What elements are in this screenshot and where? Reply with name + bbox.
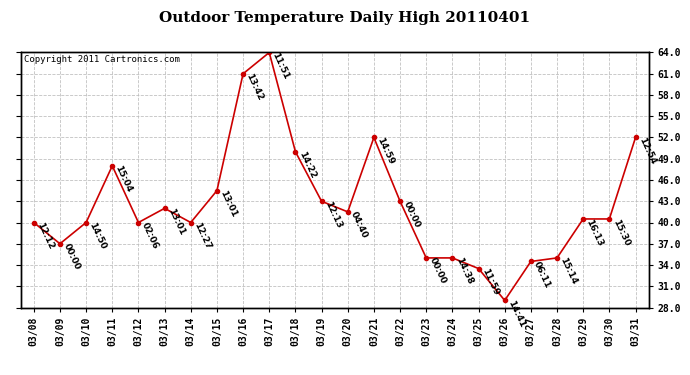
Text: Outdoor Temperature Daily High 20110401: Outdoor Temperature Daily High 20110401 bbox=[159, 11, 531, 25]
Text: 12:54: 12:54 bbox=[637, 136, 657, 166]
Text: 00:00: 00:00 bbox=[402, 200, 422, 229]
Text: 02:06: 02:06 bbox=[140, 221, 160, 251]
Text: 11:59: 11:59 bbox=[480, 267, 500, 297]
Text: 16:13: 16:13 bbox=[584, 217, 605, 248]
Text: 13:01: 13:01 bbox=[218, 189, 239, 219]
Text: 15:04: 15:04 bbox=[114, 165, 134, 194]
Text: 14:59: 14:59 bbox=[375, 136, 395, 166]
Text: 14:50: 14:50 bbox=[88, 221, 108, 251]
Text: 12:13: 12:13 bbox=[323, 200, 343, 230]
Text: 14:22: 14:22 bbox=[297, 150, 317, 180]
Text: 11:51: 11:51 bbox=[270, 51, 291, 81]
Text: 15:14: 15:14 bbox=[558, 256, 579, 286]
Text: 04:40: 04:40 bbox=[349, 210, 369, 240]
Text: 12:12: 12:12 bbox=[35, 221, 55, 251]
Text: 12:27: 12:27 bbox=[192, 221, 213, 251]
Text: 15:30: 15:30 bbox=[611, 217, 631, 247]
Text: 13:42: 13:42 bbox=[244, 72, 265, 102]
Text: 06:11: 06:11 bbox=[532, 260, 553, 290]
Text: 00:00: 00:00 bbox=[61, 242, 81, 272]
Text: 14:41: 14:41 bbox=[506, 299, 526, 329]
Text: 13:01: 13:01 bbox=[166, 207, 186, 237]
Text: 14:38: 14:38 bbox=[454, 256, 474, 286]
Text: Copyright 2011 Cartronics.com: Copyright 2011 Cartronics.com bbox=[24, 55, 179, 64]
Text: 00:00: 00:00 bbox=[428, 256, 448, 286]
